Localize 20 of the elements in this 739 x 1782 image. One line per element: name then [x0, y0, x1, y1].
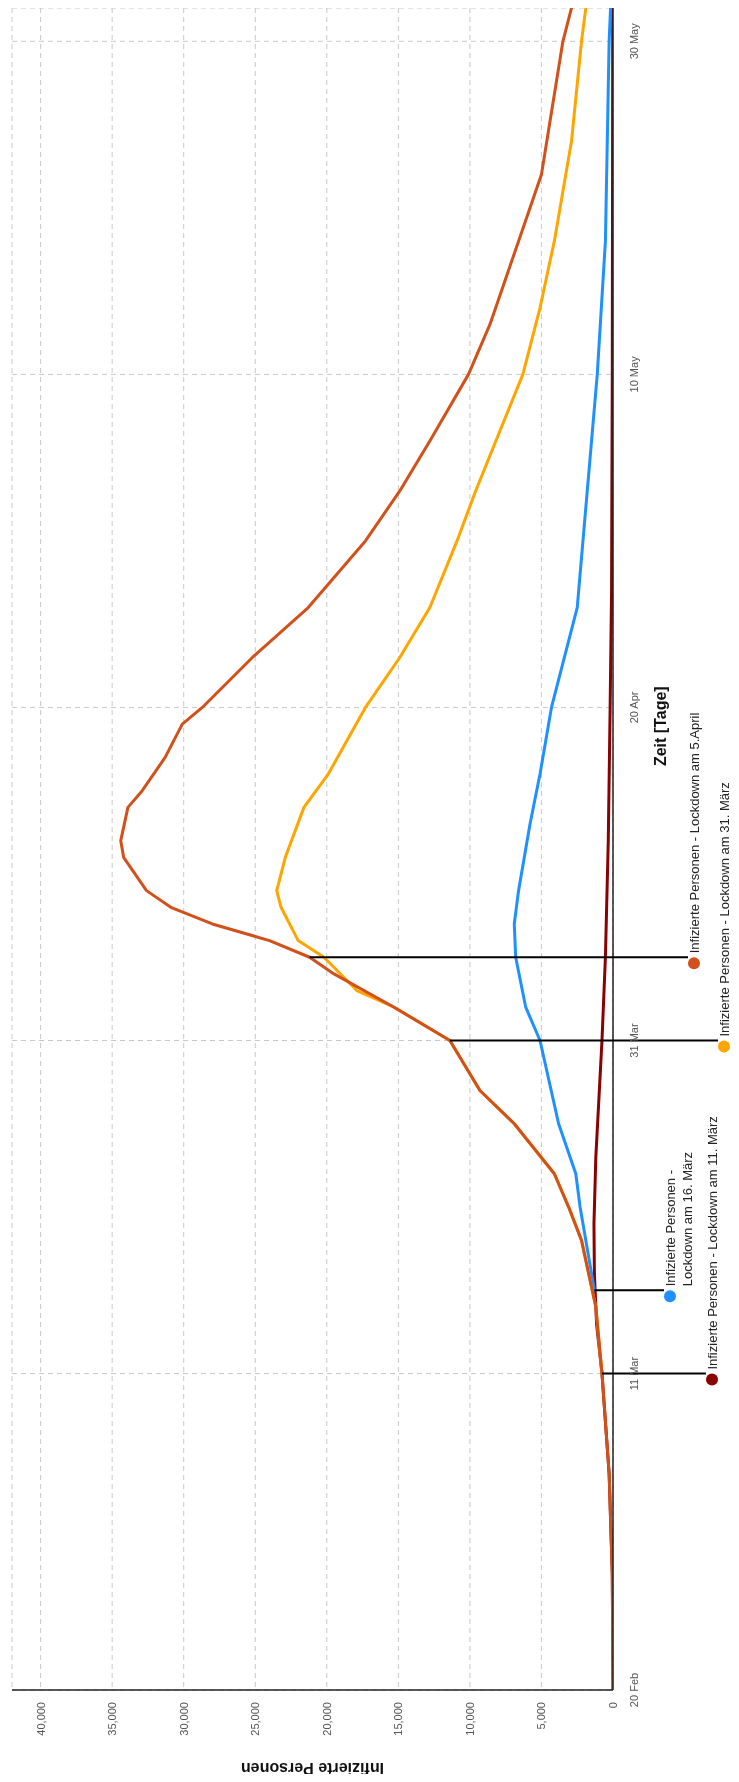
x-tick-label: 0: [607, 1702, 619, 1709]
x-tick-label: 35,000: [106, 1702, 119, 1736]
y-tick-label: 30 May: [628, 22, 640, 60]
y-tick-label: 31 Mar: [628, 1023, 640, 1058]
x-tick-label: 15,000: [392, 1702, 405, 1736]
annotation: Infizierte Personen - Lockdown am 31. März: [717, 782, 732, 1037]
x-tick-label: 30,000: [177, 1702, 190, 1736]
x-tick-label: 20,000: [320, 1702, 333, 1736]
annotation: Infizierte Personen - Lockdown am 16. März: [663, 1151, 695, 1287]
annotation: Infizierte Personen - Lockdown am 5.April: [687, 712, 702, 954]
y-tick-label: 20 Apr: [628, 691, 640, 724]
x-axis-title: Infizierte Personen: [240, 1759, 385, 1777]
annotation: Infizierte Personen - Lockdown am 11. März: [705, 1116, 720, 1370]
y-axis-title: Zeit [Tage]: [652, 686, 669, 767]
y-tick-label: 10 May: [628, 355, 640, 393]
x-tick-label: 40,000: [34, 1702, 47, 1736]
x-tick-label: 25,000: [249, 1702, 262, 1736]
x-tick-label: 10,000: [463, 1702, 476, 1736]
y-tick-label: 20 Feb: [628, 1672, 640, 1708]
x-tick-label: 5,000: [535, 1702, 548, 1730]
